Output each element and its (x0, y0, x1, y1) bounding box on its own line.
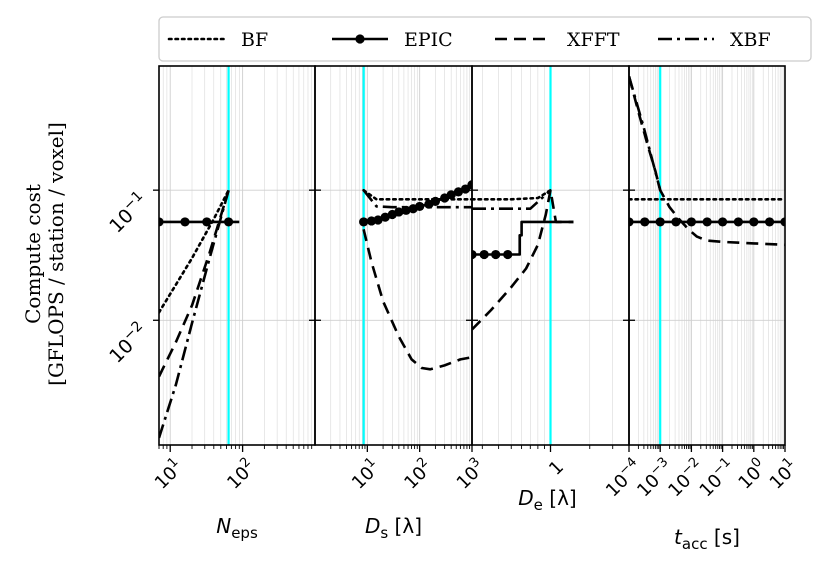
series-layer (472, 188, 574, 331)
legend-marker (355, 34, 365, 44)
x-axis-label: Ds [λ] (365, 514, 422, 542)
series-line-xbf (362, 189, 472, 209)
series-marker-epic (415, 201, 425, 212)
panel-frame (314, 65, 473, 446)
panel-frame (628, 65, 786, 446)
y-tick-label: 10−2 (103, 318, 152, 367)
x-tick-label: 101 (764, 455, 803, 494)
x-axis-label: De [λ] (518, 486, 576, 514)
legend-label: XBF (730, 29, 771, 51)
series-line-xfft (362, 228, 472, 371)
series-marker-epic (359, 217, 369, 227)
series-line-bf (159, 188, 230, 314)
y-tick-label: 10−1 (103, 188, 152, 237)
series-marker-epic (380, 212, 390, 222)
legend-item-xbf: XBF (658, 29, 771, 51)
series-marker-epic (671, 217, 681, 227)
legend-item-epic: EPIC (332, 29, 453, 51)
series-marker-epic (749, 217, 759, 227)
legend-item-bf: BF (167, 29, 268, 51)
series-line-xfft (472, 188, 574, 331)
panel-3: 1 De [λ] (466, 65, 630, 514)
series-layer (359, 180, 472, 371)
legend: BF EPIC XFFT XBF (158, 16, 812, 62)
series-line-bf (472, 188, 552, 201)
x-tick-label: 102 (221, 455, 260, 494)
legend-label: BF (241, 29, 268, 51)
series-layer (159, 188, 240, 439)
y-axis-label-line2: [GFLOPS / station / voxel] (44, 122, 68, 386)
series-marker-epic (479, 249, 489, 260)
series-marker-epic (202, 217, 212, 227)
series-marker-epic (503, 249, 513, 260)
series-marker-epic (373, 215, 383, 225)
series-marker-epic (733, 217, 743, 227)
series-marker-epic (491, 249, 501, 260)
panel-1: 101 102 Neps (149, 65, 316, 542)
x-tick-label: 101 (346, 455, 385, 494)
series-line-epic (472, 220, 574, 256)
series-marker-epic (223, 217, 234, 227)
x-axis-label: Neps (216, 514, 258, 542)
x-tick-label: 100 (732, 455, 771, 494)
legend-label: XFFT (567, 29, 620, 51)
legend-item-xfft: XFFT (495, 29, 620, 51)
x-tick-label: 10−2 (662, 455, 709, 502)
series-marker-epic (401, 205, 411, 215)
x-tick-label: 1 (545, 457, 568, 480)
grid-lines (629, 66, 785, 445)
panel-2: 101 102 103 Ds [λ] (309, 65, 490, 542)
series-marker-epic (655, 217, 665, 227)
x-tick-label: 101 (149, 455, 188, 494)
x-tick-label: 10−1 (693, 455, 740, 502)
x-tick-label: 102 (398, 455, 437, 494)
series-marker-epic (472, 249, 477, 260)
panel-frame (158, 65, 316, 446)
series-marker-epic (446, 190, 456, 200)
x-tick-label: 10−4 (600, 455, 647, 502)
chart-panels: 101 102 Neps 101 102 103 Ds [λ] 1 De [λ] 10−410−3… (103, 65, 803, 553)
x-tick-label: 103 (451, 455, 490, 494)
series-marker-epic (702, 217, 712, 227)
panel-4: 10−410−310−210−1 100 101 tacc [s] (600, 65, 803, 553)
series-marker-epic (718, 217, 728, 227)
series-marker-epic (640, 217, 650, 227)
legend-label: EPIC (404, 29, 453, 51)
series-marker-epic (764, 217, 775, 227)
grid-lines (315, 66, 472, 445)
series-line-xbf (159, 189, 230, 439)
legend-frame (158, 16, 812, 62)
series-marker-epic (629, 217, 634, 227)
series-marker-epic (394, 207, 404, 217)
series-marker-epic (159, 217, 164, 227)
series-marker-epic (453, 187, 464, 197)
series-marker-epic (430, 196, 441, 206)
y-axis-label-line1: Compute cost (21, 184, 45, 324)
series-marker-epic (180, 217, 190, 227)
x-tick-label: 10−3 (631, 455, 678, 502)
series-marker-epic (686, 217, 697, 227)
series-layer (629, 75, 785, 247)
series-marker-epic (460, 184, 471, 194)
x-axis-label: tacc [s] (674, 525, 740, 553)
grid-lines (159, 66, 315, 445)
series-marker-epic (467, 180, 472, 190)
y-axis-label: Compute cost [GFLOPS / station / voxel] (21, 122, 68, 386)
series-marker-epic (780, 217, 785, 227)
series-line-xbf (472, 189, 552, 210)
series-line-xfft (159, 189, 230, 378)
